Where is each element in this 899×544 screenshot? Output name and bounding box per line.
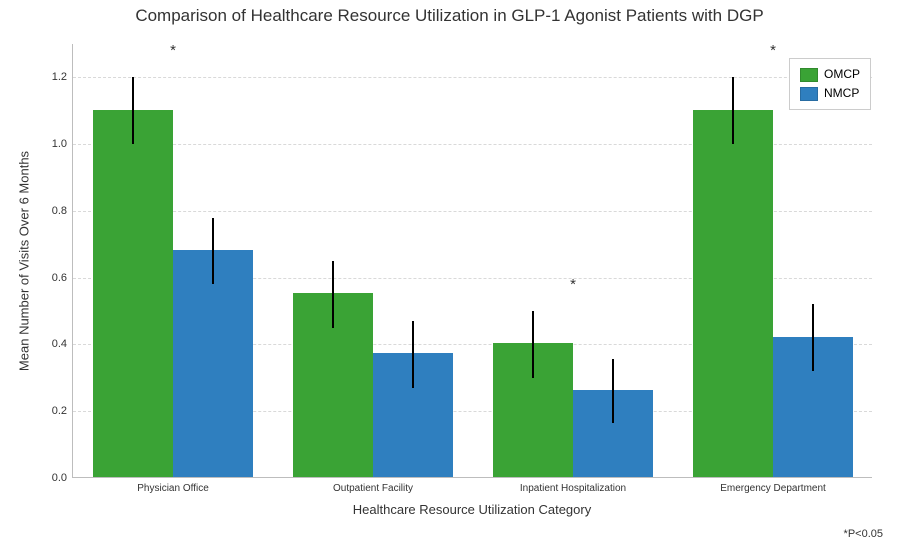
error-bar [132, 77, 134, 144]
x-tick-label: Inpatient Hospitalization [520, 477, 626, 494]
error-bar [732, 77, 734, 144]
y-tick-label: 0.6 [52, 272, 73, 284]
bar [93, 110, 173, 477]
legend-swatch [800, 87, 818, 101]
legend-swatch [800, 68, 818, 82]
legend-label: OMCP [824, 65, 860, 84]
legend-item: NMCP [800, 84, 860, 103]
y-tick-label: 0.8 [52, 205, 73, 217]
plot-area: 0.00.20.40.60.81.01.2Physician OfficeOut… [72, 44, 872, 478]
legend-item: OMCP [800, 65, 860, 84]
y-tick-label: 0.4 [52, 338, 73, 350]
y-tick-label: 0.0 [52, 472, 73, 484]
chart-title: Comparison of Healthcare Resource Utiliz… [0, 6, 899, 26]
x-tick-label: Outpatient Facility [333, 477, 413, 494]
error-bar [332, 261, 334, 328]
y-tick-label: 1.0 [52, 138, 73, 150]
error-bar [532, 311, 534, 378]
x-axis-label: Healthcare Resource Utilization Category [353, 502, 591, 517]
error-bar [212, 218, 214, 285]
error-bar [412, 321, 414, 388]
chart-container: Comparison of Healthcare Resource Utiliz… [0, 0, 899, 544]
y-tick-label: 1.2 [52, 71, 73, 83]
significance-marker: * [770, 42, 776, 59]
x-tick-label: Physician Office [137, 477, 209, 494]
x-tick-label: Emergency Department [720, 477, 826, 494]
bar [693, 110, 773, 477]
error-bar [812, 304, 814, 371]
footnote: *P<0.05 [844, 528, 883, 540]
gridline [73, 77, 872, 78]
significance-marker: * [570, 276, 576, 293]
legend: OMCPNMCP [789, 58, 871, 110]
y-axis-label: Mean Number of Visits Over 6 Months [17, 44, 32, 478]
error-bar [612, 359, 614, 422]
y-tick-label: 0.2 [52, 405, 73, 417]
legend-label: NMCP [824, 84, 859, 103]
significance-marker: * [170, 42, 176, 59]
